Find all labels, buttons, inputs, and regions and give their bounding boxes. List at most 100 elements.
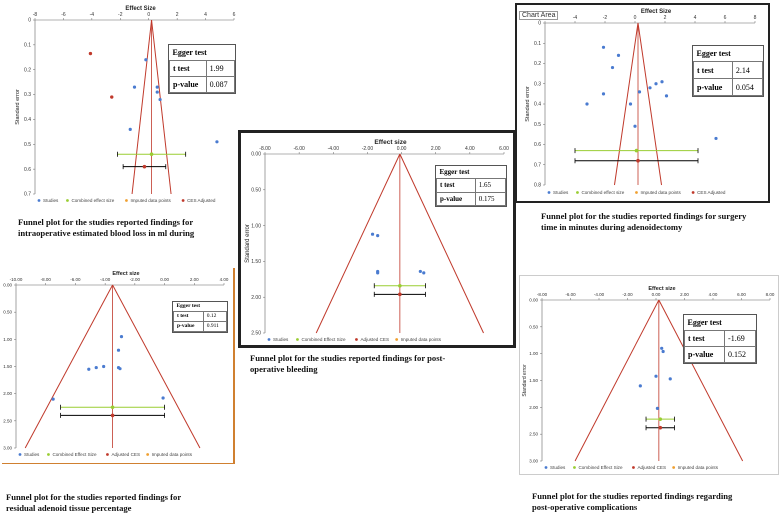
study-point bbox=[628, 102, 633, 106]
y-axis-title: Standard error bbox=[522, 364, 528, 397]
legend-marker bbox=[672, 466, 676, 469]
egger-title: Egger test bbox=[687, 317, 722, 327]
x-axis-title: Effect size bbox=[374, 139, 407, 146]
legend-marker bbox=[66, 199, 69, 202]
y-tick-label: 1.50 bbox=[251, 259, 261, 265]
study-point bbox=[422, 271, 426, 275]
funnel-right-line bbox=[637, 22, 663, 186]
caption-surgery-time: Funnel plot for the studies reported fin… bbox=[541, 211, 781, 233]
x-tick-label: 8.00 bbox=[766, 292, 775, 297]
funnel-right-line bbox=[151, 19, 172, 195]
y-axis-title: Standard error bbox=[0, 350, 2, 383]
y-tick-label: 0.7 bbox=[534, 162, 541, 168]
y-tick-label: 0.1 bbox=[534, 41, 541, 47]
y-tick-label: 0 bbox=[28, 18, 31, 24]
legend-label: Combined Effect Size bbox=[301, 337, 346, 342]
funnel-plot-residual-adenoid: -10.00 -8.00 -6.00 -4.00 -2.00 0.00 2.00 4.00 0.… bbox=[0, 271, 229, 457]
legend-marker bbox=[47, 453, 50, 456]
x-tick-label: -2.00 bbox=[130, 277, 141, 282]
x-tick-label: -6.00 bbox=[293, 146, 305, 152]
funnel-plot-complications: -8.00 -6.00 -4.00 -2.00 0.00 2.00 4.00 6.00 8.00… bbox=[522, 286, 775, 470]
funnel-plot-blood-loss: -8 -6 -4 -2 0 2 4 6 0 0.1 0.2 0.3 0.4 0.5 0.6 0.7 Effect… bbox=[15, 6, 236, 203]
combined-effect-point bbox=[398, 283, 402, 288]
caption-line: Funnel plot for the studies reported fin… bbox=[250, 353, 446, 363]
study-point bbox=[585, 102, 589, 106]
y-tick-label: 0.5 bbox=[24, 142, 31, 148]
x-tick-label: -4.00 bbox=[100, 277, 111, 282]
combined-effect-point bbox=[658, 417, 663, 421]
egger-p-value: 0.911 bbox=[202, 320, 228, 333]
egger-p-label: p-value bbox=[693, 78, 733, 96]
legend-label: Imputed data points bbox=[152, 452, 193, 457]
egger-t-value: 1.99 bbox=[205, 59, 236, 77]
caption-line: residual adenoid tissue percentage bbox=[6, 503, 132, 513]
study-point bbox=[633, 124, 637, 128]
funnel-left-line bbox=[131, 19, 153, 195]
x-tick-label: -8.00 bbox=[259, 146, 271, 152]
adjusted-ces-point bbox=[636, 158, 640, 163]
funnel-panel-blood-loss: -8 -6 -4 -2 0 2 4 6 0 0.1 0.2 0.3 0.4 0.5 0.6 0.7 Effect… bbox=[2, 4, 242, 210]
study-point bbox=[118, 367, 122, 371]
legend-label: Combined effect size bbox=[581, 190, 624, 195]
adjusted-ces-point bbox=[398, 292, 402, 297]
x-tick-label: -8 bbox=[33, 12, 38, 18]
legend-marker bbox=[125, 199, 128, 202]
study-point bbox=[376, 271, 380, 275]
study-point bbox=[601, 45, 606, 49]
egger-table-residual-adenoid: Egger test t test 0.12 p-value 0.911 bbox=[172, 301, 228, 333]
funnel-left-line bbox=[315, 153, 401, 334]
x-tick-label: 4.00 bbox=[220, 277, 229, 282]
study-point bbox=[418, 269, 422, 274]
legend-marker bbox=[544, 466, 548, 469]
egger-p-label: p-value bbox=[436, 191, 476, 207]
chart-area-tag: Chart Area bbox=[519, 11, 559, 20]
y-tick-label: 1.00 bbox=[3, 337, 12, 342]
y-tick-label: 2.50 bbox=[251, 331, 261, 337]
legend-label: Studies bbox=[550, 465, 566, 470]
y-tick-label: 0.7 bbox=[24, 192, 31, 198]
x-axis-title: Effect size bbox=[112, 271, 139, 277]
legend-marker bbox=[37, 199, 41, 202]
y-axis-title: Standard error bbox=[525, 86, 531, 122]
study-point bbox=[714, 136, 718, 141]
legend-label: Combined Effect Size bbox=[578, 465, 623, 470]
caption-line: Funnel plot for the studies reported fin… bbox=[18, 217, 194, 227]
study-point bbox=[664, 94, 669, 98]
study-point bbox=[51, 397, 55, 401]
egger-title: Egger test bbox=[176, 303, 201, 310]
x-tick-label: -6.00 bbox=[70, 277, 81, 282]
legend-label: Studies bbox=[43, 198, 59, 203]
study-point bbox=[661, 349, 665, 354]
x-tick-label: -4 bbox=[90, 12, 95, 18]
x-tick-label: 4 bbox=[204, 12, 207, 18]
combined-effect-point bbox=[149, 152, 154, 157]
study-point bbox=[376, 234, 380, 238]
study-point bbox=[610, 65, 615, 70]
y-tick-label: 0.4 bbox=[24, 117, 31, 123]
x-tick-label: -6.00 bbox=[565, 292, 576, 297]
x-tick-label: -4.00 bbox=[328, 146, 340, 152]
legend-marker bbox=[18, 453, 22, 456]
legend-marker bbox=[395, 338, 399, 341]
study-point bbox=[144, 58, 148, 62]
adjusted-ces-point bbox=[110, 413, 115, 418]
study-point bbox=[128, 127, 132, 131]
egger-t-label: t test bbox=[436, 178, 476, 193]
x-tick-label: 2 bbox=[176, 12, 179, 18]
study-point bbox=[654, 374, 658, 378]
y-tick-label: 0.4 bbox=[534, 102, 541, 108]
x-tick-label: 2.00 bbox=[190, 277, 199, 282]
y-tick-label: 0.2 bbox=[534, 61, 541, 67]
x-tick-label: -2.00 bbox=[622, 292, 633, 297]
caption-line: Funnel plot for the studies reported fin… bbox=[532, 491, 733, 501]
caption-line: operative bleeding bbox=[250, 364, 318, 374]
study-point bbox=[119, 335, 124, 339]
x-tick-label: -8.00 bbox=[537, 292, 548, 297]
legend-marker bbox=[576, 191, 579, 194]
x-tick-label: 2.00 bbox=[680, 292, 689, 297]
study-point bbox=[215, 140, 219, 144]
legend-label: CES Adjusted bbox=[187, 198, 216, 203]
y-tick-label: 0.2 bbox=[24, 67, 31, 73]
egger-p-value: 0.054 bbox=[731, 78, 764, 96]
study-point bbox=[155, 85, 159, 89]
